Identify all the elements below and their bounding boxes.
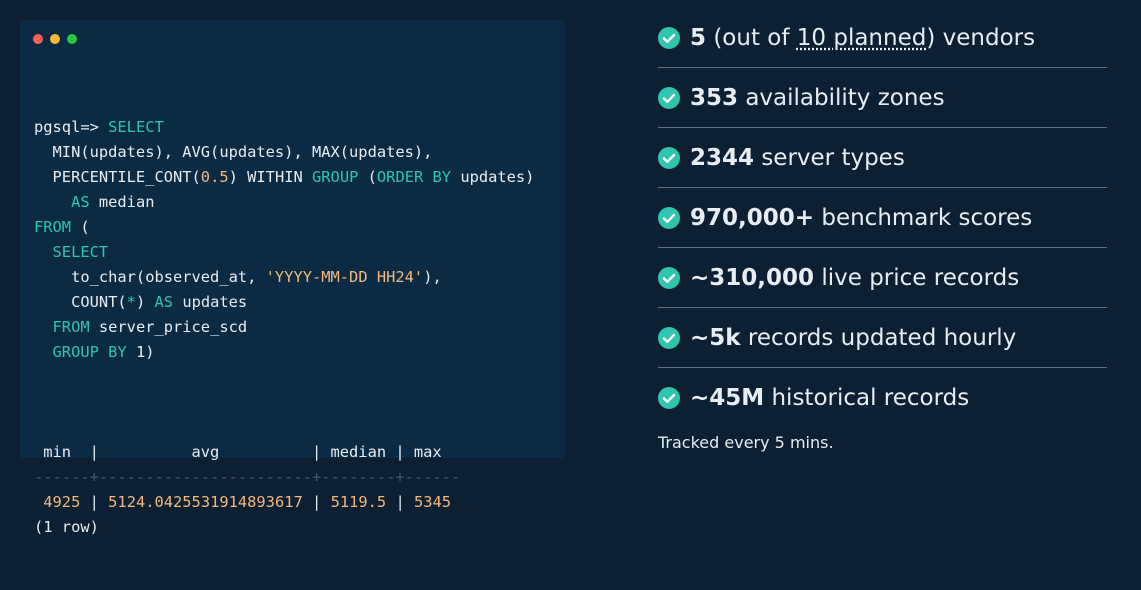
code-token: 5345 bbox=[413, 493, 452, 511]
code-token: GROUP bbox=[312, 168, 359, 186]
stat-item: ~310,000 live price records bbox=[658, 248, 1107, 308]
code-token: 5124.0425531914893617 bbox=[108, 493, 303, 511]
code-token: | bbox=[302, 493, 331, 511]
code-line: MIN(updates), AVG(updates), MAX(updates)… bbox=[34, 140, 534, 165]
code-line: FROM ( bbox=[34, 215, 534, 240]
stat-item: 970,000+ benchmark scores bbox=[658, 188, 1107, 248]
code-token: ------+-----------------------+--------+… bbox=[34, 468, 461, 486]
code-token: ) WITHIN bbox=[228, 168, 313, 186]
stat-link: 10 planned bbox=[796, 24, 927, 51]
code-token: updates bbox=[173, 293, 248, 311]
code-token: 0.5 bbox=[200, 168, 229, 186]
stat-label: historical records bbox=[764, 384, 970, 411]
code-line: AS median bbox=[34, 190, 534, 215]
stat-number: ~5k bbox=[690, 324, 741, 351]
close-dot bbox=[33, 34, 43, 44]
check-icon bbox=[658, 146, 680, 169]
code-line: SELECT bbox=[34, 240, 534, 265]
code-token: PERCENTILE_CONT( bbox=[34, 168, 201, 186]
code-line: FROM server_price_scd bbox=[34, 315, 534, 340]
stat-item: ~45M historical records bbox=[658, 368, 1107, 427]
stat-number: 970,000+ bbox=[690, 204, 815, 231]
code-token: AS bbox=[154, 293, 174, 311]
code-token: to_char(observed_at, bbox=[34, 268, 266, 286]
code-token: (1 row) bbox=[34, 518, 99, 536]
code-block: pgsql=> SELECT MIN(updates), AVG(updates… bbox=[34, 65, 534, 590]
maximize-dot bbox=[67, 34, 77, 44]
page: pgsql=> SELECT MIN(updates), AVG(updates… bbox=[20, 8, 1107, 536]
code-token: FROM bbox=[34, 218, 72, 236]
stat-item: 2344 server types bbox=[658, 128, 1107, 188]
code-token: SELECT bbox=[34, 243, 109, 261]
stat-item: 353 availability zones bbox=[658, 68, 1107, 128]
code-line: min | avg | median | max bbox=[34, 440, 534, 465]
query: pgsql=> SELECT MIN(updates), AVG(updates… bbox=[34, 115, 534, 365]
code-token: | bbox=[80, 493, 109, 511]
code-token: 5119.5 bbox=[330, 493, 387, 511]
code-token: ORDER BY bbox=[376, 168, 452, 186]
check-icon bbox=[658, 206, 680, 229]
code-panel: pgsql=> SELECT MIN(updates), AVG(updates… bbox=[20, 20, 565, 536]
code-token: GROUP BY bbox=[34, 343, 127, 361]
code-line: 4925 | 5124.0425531914893617 | 5119.5 | … bbox=[34, 490, 534, 515]
code-token: MIN(updates), AVG(updates), MAX(updates)… bbox=[34, 143, 433, 161]
code-token: ( bbox=[358, 168, 377, 186]
stat-label: (out of bbox=[706, 24, 797, 51]
code-token: server_price_scd bbox=[89, 318, 248, 336]
stat-text: ~45M historical records bbox=[690, 385, 969, 411]
code-line: to_char(observed_at, 'YYYY-MM-DD HH24'), bbox=[34, 265, 534, 290]
query-result: min | avg | median | max ------+---------… bbox=[34, 440, 534, 540]
code-token: 1) bbox=[126, 343, 155, 361]
code-token: ( bbox=[71, 218, 90, 236]
code-token: 'YYYY-MM-DD HH24' bbox=[265, 268, 424, 286]
code-line: PERCENTILE_CONT(0.5) WITHIN GROUP (ORDER… bbox=[34, 165, 535, 190]
check-icon bbox=[658, 326, 680, 349]
stat-number: ~45M bbox=[690, 384, 765, 411]
stat-label: server types bbox=[754, 144, 905, 171]
stat-text: 353 availability zones bbox=[690, 85, 945, 111]
stat-label-end: ) vendors bbox=[926, 24, 1036, 51]
code-token: 4925 bbox=[34, 493, 81, 511]
code-token: * bbox=[126, 293, 136, 311]
code-token: AS bbox=[34, 193, 90, 211]
code-token: min | avg | median | max bbox=[34, 443, 442, 461]
code-token: median bbox=[89, 193, 155, 211]
stat-text: 5 (out of 10 planned) vendors bbox=[690, 25, 1035, 51]
footer-note: Tracked every 5 mins. bbox=[658, 433, 834, 452]
stat-number: 5 bbox=[690, 24, 707, 51]
code-line: pgsql=> SELECT bbox=[34, 115, 534, 140]
check-icon bbox=[658, 386, 680, 409]
stat-text: 970,000+ benchmark scores bbox=[690, 205, 1032, 231]
stat-text: 2344 server types bbox=[690, 145, 905, 171]
code-token: FROM bbox=[34, 318, 90, 336]
stat-label: live price records bbox=[814, 264, 1020, 291]
code-line: GROUP BY 1) bbox=[34, 340, 534, 365]
stat-item: 5 (out of 10 planned) vendors bbox=[658, 8, 1107, 68]
check-icon bbox=[658, 86, 680, 109]
code-token: updates) bbox=[451, 168, 535, 186]
stat-number: 353 bbox=[690, 84, 739, 111]
check-icon bbox=[658, 26, 680, 49]
code-token: ), bbox=[423, 268, 442, 286]
check-icon bbox=[658, 266, 680, 289]
code-line: (1 row) bbox=[34, 515, 534, 540]
minimize-dot bbox=[50, 34, 60, 44]
stat-items: 5 (out of 10 planned) vendors 353 availab… bbox=[658, 8, 1107, 427]
code-token: pgsql=> bbox=[34, 118, 109, 136]
stat-label: benchmark scores bbox=[814, 204, 1033, 231]
stat-text: ~310,000 live price records bbox=[690, 265, 1019, 291]
stat-number: 2344 bbox=[690, 144, 755, 171]
code-token: | bbox=[386, 493, 414, 511]
stat-number: ~310,000 bbox=[690, 264, 815, 291]
stat-label: records updated hourly bbox=[740, 324, 1017, 351]
stat-label: availability zones bbox=[738, 84, 945, 111]
stat-item: ~5k records updated hourly bbox=[658, 308, 1107, 368]
code-token: ) bbox=[135, 293, 155, 311]
code-token: COUNT( bbox=[34, 293, 127, 311]
stat-text: ~5k records updated hourly bbox=[690, 325, 1016, 351]
code-line: COUNT(*) AS updates bbox=[34, 290, 534, 315]
code-token: SELECT bbox=[108, 118, 164, 136]
stats-list: 5 (out of 10 planned) vendors 353 availab… bbox=[658, 8, 1107, 452]
